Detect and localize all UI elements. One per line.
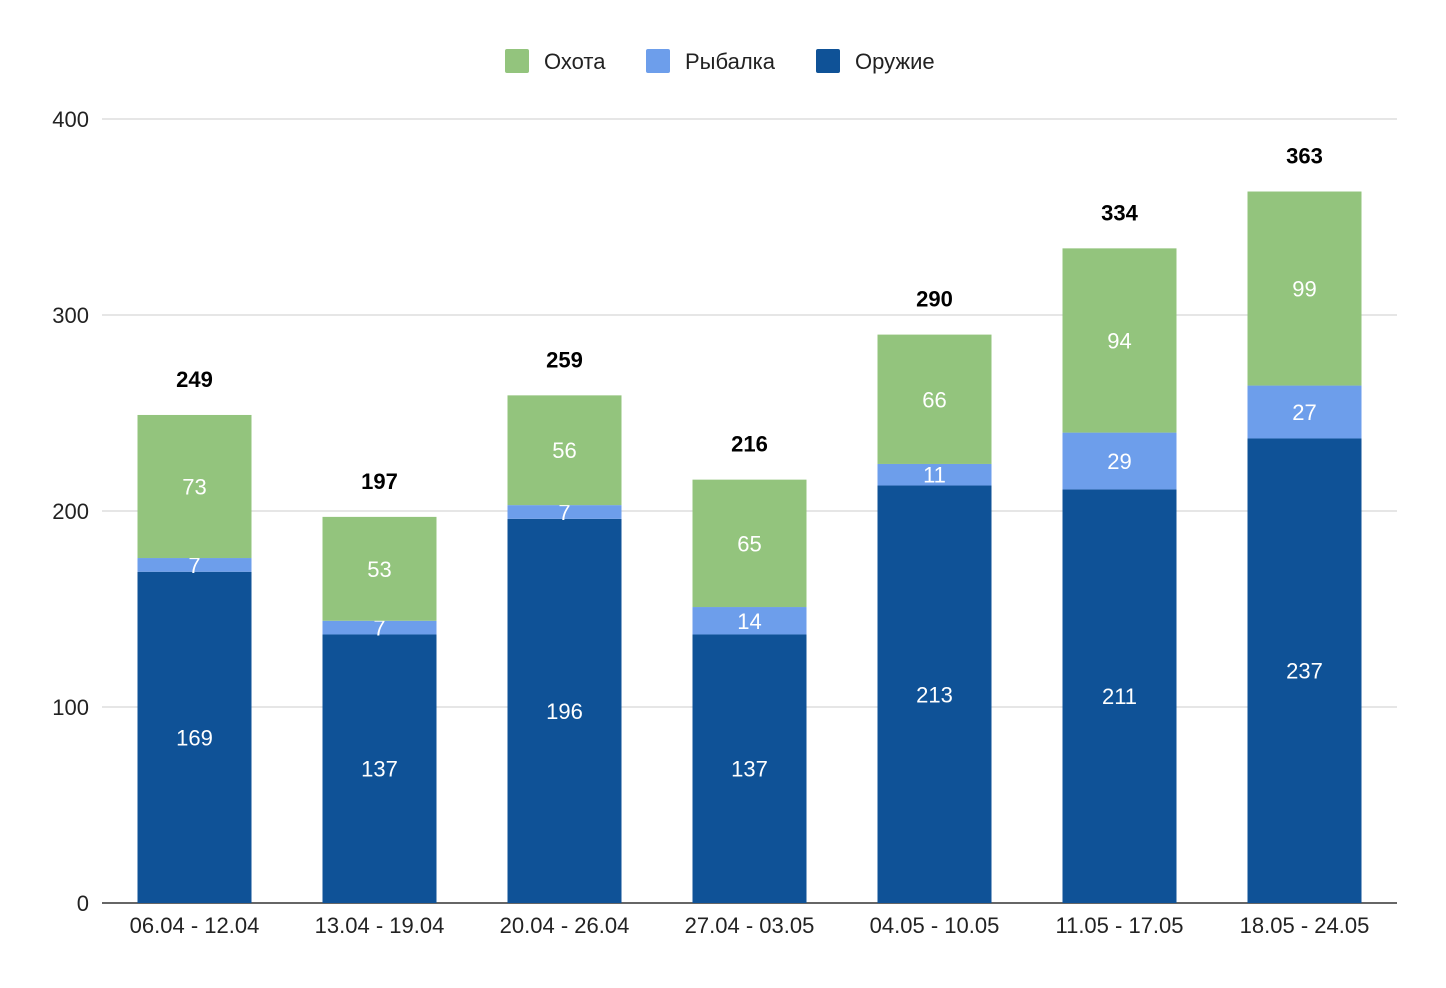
data-label: 66 — [922, 387, 946, 412]
bar-segment — [507, 395, 622, 506]
data-label: 237 — [1286, 659, 1323, 684]
data-label: 53 — [367, 557, 391, 582]
bar-segment — [1247, 438, 1362, 903]
bar-stack: 196 7 56 259 — [507, 347, 622, 903]
legend-item: Оружие — [816, 49, 935, 74]
data-label: 137 — [361, 757, 398, 782]
legend-item: Охота — [505, 49, 606, 74]
data-label: 14 — [737, 609, 761, 634]
legend-swatch — [505, 49, 529, 73]
y-tick-label: 0 — [77, 891, 89, 916]
x-tick-label: 18.05 - 24.05 — [1240, 913, 1370, 938]
x-tick-label: 04.05 - 10.05 — [870, 913, 1000, 938]
data-label: 94 — [1107, 328, 1131, 353]
x-tick-label: 06.04 - 12.04 — [130, 913, 260, 938]
bar-segment — [507, 518, 622, 903]
legend-swatch — [646, 49, 670, 73]
bar-segment — [137, 414, 252, 559]
total-label: 197 — [361, 469, 398, 494]
bar-segment — [692, 634, 807, 903]
bar-stack: 213 11 66 290 — [877, 287, 992, 903]
data-label: 73 — [182, 475, 206, 500]
data-label: 11 — [923, 463, 946, 488]
bar-segment — [322, 516, 437, 621]
legend-label: Оружие — [855, 49, 935, 74]
data-label: 56 — [552, 438, 576, 463]
y-tick-label: 200 — [52, 499, 89, 524]
legend-item: Рыбалка — [646, 49, 776, 74]
total-label: 334 — [1101, 200, 1138, 225]
legend-label: Охота — [544, 49, 606, 74]
bar-segment — [507, 505, 622, 519]
data-label: 196 — [546, 699, 583, 724]
bar-stack: 237 27 99 363 — [1247, 144, 1362, 903]
y-axis-ticks: 0 100 200 300 400 — [52, 107, 89, 916]
total-label: 259 — [546, 347, 583, 372]
bar-segment — [1247, 191, 1362, 386]
bar-segment — [137, 558, 252, 572]
x-tick-label: 27.04 - 03.05 — [685, 913, 815, 938]
total-label: 363 — [1286, 144, 1323, 169]
bar-segment — [322, 620, 437, 635]
x-tick-label: 13.04 - 19.04 — [315, 913, 445, 938]
x-tick-label: 11.05 - 17.05 — [1055, 913, 1183, 938]
bar-segment — [1062, 432, 1177, 490]
total-label: 249 — [176, 367, 213, 392]
data-label: 27 — [1292, 400, 1316, 425]
legend-label: Рыбалка — [685, 49, 776, 74]
x-axis-ticks: 06.04 - 12.04 13.04 - 19.04 20.04 - 26.04 2… — [130, 913, 1370, 938]
x-tick-label: 20.04 - 26.04 — [500, 913, 630, 938]
y-tick-label: 400 — [52, 107, 89, 132]
bars: 169 7 73 249 137 7 53 197 196 7 56 259 137 14 65 216 213… — [137, 144, 1362, 903]
total-label: 290 — [916, 287, 953, 312]
y-tick-label: 100 — [52, 695, 89, 720]
bar-segment — [877, 463, 992, 486]
bar-segment — [322, 634, 437, 903]
bar-stack: 169 7 73 249 — [137, 367, 252, 903]
data-label: 7 — [188, 553, 200, 578]
bar-segment — [692, 607, 807, 635]
bar-segment — [1247, 385, 1362, 439]
data-label: 213 — [916, 682, 953, 707]
total-label: 216 — [731, 432, 768, 457]
y-tick-label: 300 — [52, 303, 89, 328]
data-label: 137 — [731, 757, 768, 782]
data-label: 7 — [558, 500, 570, 525]
legend-swatch — [816, 49, 840, 73]
legend: Охота Рыбалка Оружие — [505, 49, 935, 74]
data-label: 7 — [373, 616, 385, 641]
bar-stack: 137 7 53 197 — [322, 469, 437, 903]
data-label: 169 — [176, 725, 213, 750]
bar-segment — [877, 334, 992, 464]
bar-segment — [692, 479, 807, 608]
bar-stack: 211 29 94 334 — [1062, 200, 1177, 903]
bar-segment — [1062, 489, 1177, 903]
bar-stack: 137 14 65 216 — [692, 432, 807, 903]
data-label: 29 — [1107, 449, 1131, 474]
bar-segment — [877, 485, 992, 903]
bar-segment — [1062, 248, 1177, 433]
bar-segment — [137, 571, 252, 903]
data-label: 211 — [1102, 684, 1137, 709]
data-label: 99 — [1292, 277, 1316, 302]
data-label: 65 — [737, 531, 761, 556]
